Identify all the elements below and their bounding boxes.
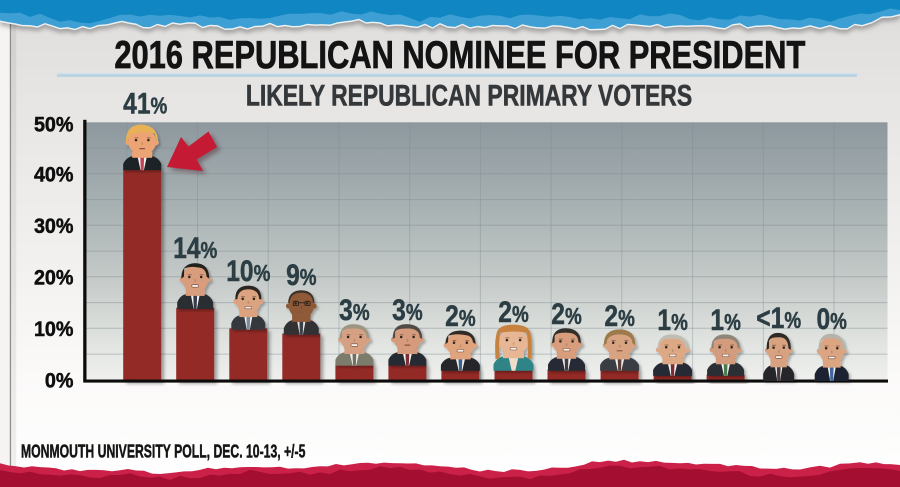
svg-text:0%: 0% <box>816 302 847 336</box>
svg-text:MONMOUTH UNIVERSITY POLL, DEC.: MONMOUTH UNIVERSITY POLL, DEC. 10-13, +/… <box>21 442 306 462</box>
svg-text:2016 REPUBLICAN NOMINEE FOR PR: 2016 REPUBLICAN NOMINEE FOR PRESIDENT <box>114 34 805 77</box>
svg-text:41%: 41% <box>123 86 167 120</box>
svg-text:3%: 3% <box>339 292 370 326</box>
svg-text:14%: 14% <box>173 231 217 265</box>
svg-text:0%: 0% <box>45 369 74 393</box>
svg-text:1%: 1% <box>710 303 741 337</box>
svg-text:9%: 9% <box>286 258 317 292</box>
svg-text:30%: 30% <box>34 214 74 238</box>
svg-text:3%: 3% <box>392 292 423 326</box>
svg-text:2%: 2% <box>498 295 529 329</box>
svg-text:20%: 20% <box>34 266 74 290</box>
svg-text:10%: 10% <box>226 253 270 287</box>
svg-text:50%: 50% <box>34 113 74 137</box>
svg-text:1%: 1% <box>657 303 688 337</box>
svg-text:2%: 2% <box>604 299 635 333</box>
svg-text:2%: 2% <box>445 299 476 333</box>
svg-text:LIKELY REPUBLICAN PRIMARY VOTE: LIKELY REPUBLICAN PRIMARY VOTERS <box>246 79 692 112</box>
svg-text:2%: 2% <box>551 297 582 331</box>
svg-text:40%: 40% <box>34 163 74 187</box>
svg-text:<1%: <1% <box>756 301 801 335</box>
svg-text:10%: 10% <box>34 317 74 341</box>
